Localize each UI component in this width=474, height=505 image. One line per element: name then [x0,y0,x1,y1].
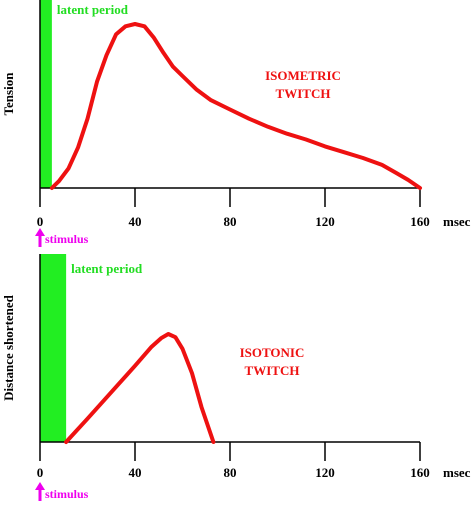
x-tick-label: 120 [315,465,335,480]
stimulus-label: stimulus [45,487,89,501]
latent-period-label: latent period [71,261,143,276]
latent-period-shade [40,0,52,188]
isotonic-twitch-curve [64,332,216,444]
stimulus-arrow-icon [35,482,45,501]
annotation-line-2: TWITCH [276,86,331,101]
latent-period-label: latent period [57,2,129,17]
x-tick-label: 40 [129,214,142,229]
annotation-line-1: ISOTONIC [240,345,305,360]
annotation-line-1: ISOMETRIC [265,68,341,83]
stimulus-label: stimulus [45,232,89,246]
x-tick-label: 80 [224,214,237,229]
x-tick-label: 0 [37,465,44,480]
x-tick-labels: 0 40 80 120 160 [37,465,430,480]
x-tick-label: 0 [37,214,44,229]
x-tick-labels: 0 40 80 120 160 [37,214,430,229]
annotation-line-2: TWITCH [245,363,300,378]
x-tick-label: 120 [315,214,335,229]
x-tick-marks [39,188,421,207]
latent-period-shade [40,254,67,442]
x-tick-marks [39,442,421,461]
y-axis-label: Distance shortened [1,294,16,401]
x-unit-label: msec [443,214,471,229]
isotonic-chart-panel: latent period 0 40 80 120 160 msec Distance … [1,254,471,501]
x-tick-label: 80 [224,465,237,480]
stimulus-arrow-icon [35,228,45,247]
x-unit-label: msec [443,465,471,480]
x-tick-label: 160 [410,465,430,480]
isometric-chart-panel: latent period 0 40 80 120 160 msec Tension I… [1,0,471,247]
y-axis-label: Tension [1,72,16,116]
x-tick-label: 160 [410,214,430,229]
x-tick-label: 40 [129,465,142,480]
isometric-twitch-curve [49,22,422,190]
